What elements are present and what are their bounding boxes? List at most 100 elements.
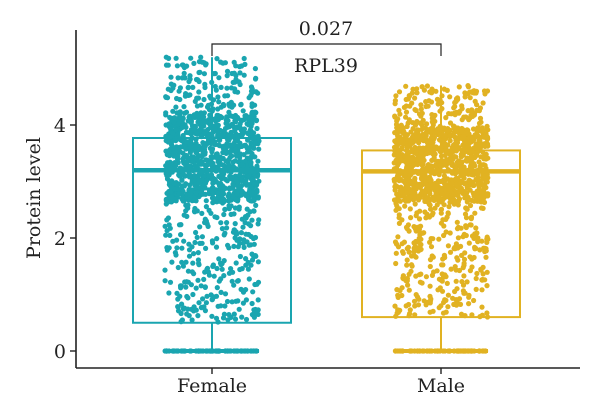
data-point — [410, 134, 416, 140]
data-point — [199, 134, 205, 140]
data-point — [213, 197, 219, 203]
data-point — [242, 220, 248, 226]
data-point — [249, 109, 255, 115]
data-point — [203, 198, 209, 204]
data-point — [408, 215, 414, 221]
data-point — [440, 217, 446, 223]
data-point — [179, 301, 185, 307]
data-point — [248, 162, 254, 168]
data-point — [456, 84, 462, 90]
data-point — [405, 120, 411, 126]
data-point — [452, 264, 458, 270]
data-point — [183, 109, 190, 115]
data-point — [177, 173, 183, 179]
data-point — [460, 288, 466, 294]
data-point — [228, 314, 234, 320]
data-point — [472, 191, 478, 197]
data-point — [193, 229, 199, 236]
data-point — [195, 257, 201, 263]
data-point — [225, 93, 231, 99]
data-point — [402, 203, 408, 209]
data-point — [215, 163, 221, 169]
data-point — [405, 185, 411, 191]
data-point — [198, 189, 204, 195]
data-point — [406, 160, 412, 166]
data-point — [179, 75, 185, 81]
data-point — [189, 135, 195, 141]
data-point — [180, 156, 186, 162]
data-point — [447, 94, 453, 100]
data-point — [226, 101, 232, 107]
data-point — [478, 154, 484, 160]
data-point — [214, 56, 220, 62]
data-point — [396, 89, 403, 95]
data-point — [172, 115, 178, 121]
data-point — [469, 197, 475, 203]
data-point — [446, 204, 452, 210]
data-point — [415, 248, 421, 254]
data-point — [236, 79, 242, 85]
data-point — [206, 173, 212, 179]
data-point — [188, 143, 195, 149]
data-point — [252, 139, 258, 145]
data-point — [203, 61, 209, 67]
data-point — [166, 222, 172, 228]
data-point — [207, 125, 213, 131]
data-point — [412, 95, 418, 101]
data-point — [190, 179, 196, 185]
data-point — [246, 242, 252, 248]
data-point — [398, 184, 404, 190]
data-point — [243, 297, 249, 303]
data-point — [176, 88, 182, 94]
data-point — [248, 233, 254, 240]
data-point — [243, 262, 249, 268]
data-point — [183, 129, 189, 135]
data-point — [163, 94, 169, 100]
data-point — [228, 85, 235, 91]
data-point — [201, 96, 207, 103]
data-point — [234, 237, 240, 243]
data-point — [185, 268, 191, 274]
data-point — [211, 97, 217, 103]
data-point — [481, 186, 487, 192]
data-point — [251, 208, 257, 214]
data-point — [219, 261, 225, 267]
data-point — [468, 222, 474, 228]
data-point — [233, 72, 239, 79]
data-point — [395, 294, 401, 300]
data-point — [420, 145, 426, 151]
data-point — [209, 154, 215, 160]
data-point — [479, 238, 485, 244]
data-point — [179, 259, 185, 265]
data-point — [424, 83, 430, 89]
data-point — [399, 158, 405, 164]
data-point — [204, 293, 210, 299]
data-point — [219, 266, 225, 272]
data-point — [224, 85, 230, 91]
data-point — [396, 220, 402, 226]
data-point — [230, 134, 236, 140]
data-point — [419, 110, 425, 116]
data-point — [193, 185, 199, 191]
data-point — [175, 304, 181, 310]
data-point — [467, 202, 474, 209]
data-point — [230, 79, 236, 85]
data-point — [484, 123, 490, 129]
data-point — [415, 302, 422, 308]
data-point — [163, 112, 169, 118]
data-point — [174, 156, 181, 162]
data-point — [480, 195, 486, 201]
data-point — [453, 278, 459, 284]
data-point — [438, 199, 444, 205]
data-point — [210, 263, 216, 269]
data-point — [181, 238, 187, 244]
data-point — [406, 196, 412, 203]
data-point — [255, 158, 261, 164]
data-point — [182, 173, 188, 179]
data-point — [485, 193, 491, 199]
data-point — [441, 232, 447, 239]
data-point — [421, 298, 427, 304]
data-point — [184, 158, 190, 165]
data-point — [235, 135, 241, 141]
data-point — [190, 84, 196, 90]
